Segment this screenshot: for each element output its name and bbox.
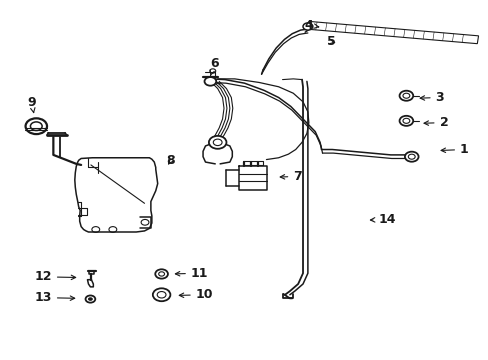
Text: 7: 7 — [280, 170, 302, 183]
Text: 12: 12 — [34, 270, 76, 283]
Circle shape — [88, 297, 93, 301]
Circle shape — [213, 139, 222, 145]
Text: 13: 13 — [35, 291, 75, 304]
Text: 14: 14 — [369, 213, 395, 226]
Circle shape — [208, 136, 226, 149]
Text: 5: 5 — [327, 35, 335, 49]
Circle shape — [303, 23, 312, 30]
Text: 9: 9 — [27, 96, 36, 113]
Text: 4: 4 — [304, 19, 318, 32]
Text: 1: 1 — [440, 143, 468, 156]
Text: 8: 8 — [166, 154, 175, 167]
Text: 6: 6 — [210, 57, 219, 76]
Circle shape — [399, 91, 412, 101]
Circle shape — [204, 77, 216, 86]
Circle shape — [399, 116, 412, 126]
Text: 2: 2 — [423, 116, 447, 129]
Text: 10: 10 — [179, 288, 213, 301]
Circle shape — [407, 154, 414, 159]
Circle shape — [404, 152, 418, 162]
Text: 3: 3 — [419, 91, 444, 104]
Text: 11: 11 — [175, 267, 208, 280]
